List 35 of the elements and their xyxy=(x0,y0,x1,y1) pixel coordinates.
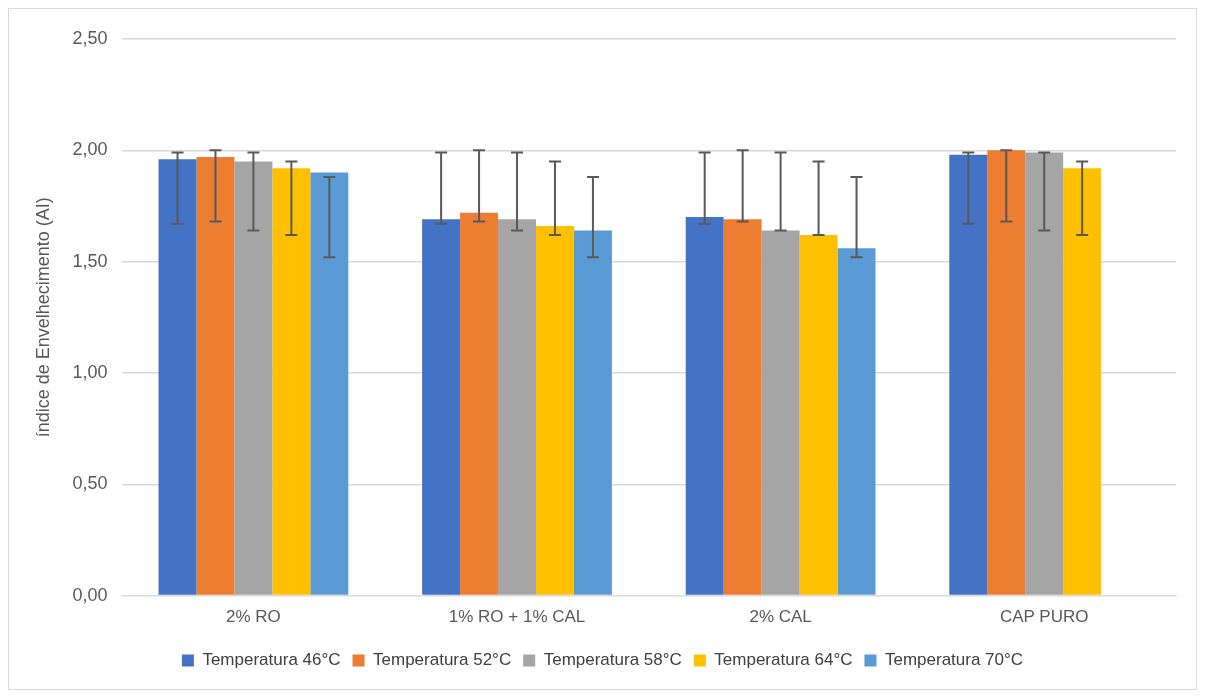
bar xyxy=(158,159,197,595)
bar xyxy=(272,168,311,595)
bar xyxy=(460,212,499,595)
x-tick-label: 1% RO + 1% CAL xyxy=(448,607,586,627)
y-tick-label: 2,50 xyxy=(72,27,108,48)
bar xyxy=(536,226,574,595)
x-tick-label: CAP PURO xyxy=(999,607,1089,627)
bar xyxy=(573,230,612,595)
x-tick-label: 2% RO xyxy=(226,607,281,627)
bar xyxy=(196,157,235,595)
legend-label: Temperatura 58°C xyxy=(543,650,682,670)
y-tick-label: 0,00 xyxy=(72,584,108,605)
bar xyxy=(987,150,1026,595)
legend-label: Temperatura 70°C xyxy=(884,650,1024,670)
bar xyxy=(949,154,988,595)
bar xyxy=(422,219,461,595)
y-tick-label: 1,00 xyxy=(72,361,108,382)
bar xyxy=(1025,152,1064,595)
legend-label: Temperatura 64°C xyxy=(714,650,853,670)
bar xyxy=(234,161,273,595)
y-tick-label: 2,00 xyxy=(72,139,108,160)
bar xyxy=(310,172,349,595)
bar xyxy=(837,248,876,595)
legend-label: Temperatura 46°C xyxy=(202,650,341,670)
bar xyxy=(685,217,724,595)
bar xyxy=(498,219,536,595)
legend-label: Temperatura 52°C xyxy=(373,650,512,670)
y-axis-title: índice de Envelhecimento (AI) xyxy=(32,197,53,438)
bar xyxy=(1063,168,1102,595)
bar xyxy=(761,230,800,595)
x-tick-label: 2% CAL xyxy=(749,607,812,627)
bar xyxy=(799,234,838,595)
bar xyxy=(723,219,762,595)
y-tick-label: 0,50 xyxy=(72,473,108,494)
y-tick-label: 1,50 xyxy=(72,250,108,271)
